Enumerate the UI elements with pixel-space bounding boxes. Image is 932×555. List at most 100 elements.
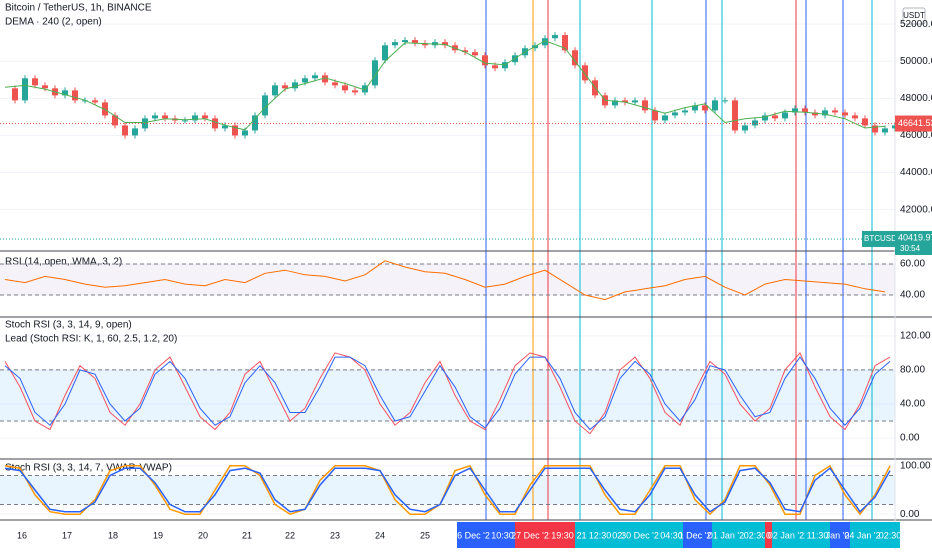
time-label: 11:30 — [807, 530, 829, 540]
candle — [272, 85, 278, 96]
time-label: 02:30 — [879, 530, 902, 540]
time-label-box — [745, 522, 765, 548]
candle — [422, 43, 428, 46]
candle — [842, 112, 848, 116]
time-label: 02 Jan '22 — [768, 530, 809, 540]
candle — [132, 128, 138, 136]
candle — [752, 120, 758, 126]
candle — [812, 112, 818, 116]
y-tick-label: 44000.00 — [900, 167, 932, 178]
rsi-line — [4, 260, 886, 301]
time-label-box — [660, 522, 683, 548]
candle — [822, 110, 828, 116]
symbol-tag: BTCUSDT — [864, 234, 902, 243]
candle — [582, 65, 588, 81]
candle — [292, 82, 298, 89]
candle — [392, 42, 398, 46]
time-label: 22 — [285, 530, 295, 540]
time-label: 12:30 — [589, 530, 612, 540]
candle — [202, 115, 208, 119]
time-label-box — [712, 522, 745, 548]
candle — [662, 115, 668, 121]
time-label-box — [683, 522, 712, 548]
time-label-box — [612, 522, 625, 548]
last-price: 46641.53 — [898, 118, 932, 128]
candle — [152, 115, 158, 119]
candle — [242, 130, 248, 136]
y-tick-label: 60.00 — [900, 259, 925, 270]
time-label: 21 — [242, 530, 252, 540]
time-label: 25 — [420, 530, 430, 540]
candle — [712, 100, 718, 111]
candle — [622, 100, 628, 103]
candle — [12, 88, 18, 101]
time-label: 02:30 — [744, 530, 767, 540]
time-label-box — [550, 522, 575, 548]
candle — [762, 115, 768, 121]
candle — [252, 115, 258, 131]
time-label: 04:30 — [660, 530, 683, 540]
candle — [112, 115, 118, 126]
candle — [682, 110, 688, 113]
time-label-box — [588, 522, 612, 548]
candle — [222, 125, 228, 129]
time-label: 02: — [612, 530, 625, 540]
candle — [552, 35, 558, 39]
time-label: 01 Jan '22 — [708, 530, 749, 540]
time-label-box — [490, 522, 515, 548]
time-label-box — [575, 522, 588, 548]
currency-box[interactable] — [902, 7, 926, 25]
currency: USDT — [903, 11, 925, 20]
symbol-title: Bitcoin / TetherUS, 1h, BINANCE — [5, 3, 152, 14]
candle — [642, 100, 648, 111]
time-label: 19 — [153, 530, 163, 540]
candle — [442, 42, 448, 46]
candle — [482, 55, 488, 66]
candle — [322, 75, 328, 83]
candle — [732, 100, 738, 131]
candle — [722, 100, 728, 102]
time-label: 04 Jan '22 — [844, 530, 885, 540]
candle — [612, 100, 618, 106]
time-label: 17 — [62, 530, 72, 540]
candle — [772, 115, 778, 119]
y-tick-label: 52000.00 — [900, 19, 932, 30]
y-tick-label: 42000.00 — [900, 204, 932, 215]
candle — [572, 50, 578, 66]
y-tick-label: 46000.00 — [900, 130, 932, 141]
stoch-title: Stoch RSI (3, 3, 14, 9, open) — [5, 320, 132, 331]
y-tick-label: 100.00 — [900, 460, 931, 471]
candle — [802, 108, 808, 113]
time-label: 26 Dec '21 — [452, 530, 495, 540]
candle — [232, 125, 238, 136]
candle — [342, 85, 348, 91]
candle — [702, 105, 708, 111]
y-tick-label: 120.00 — [900, 331, 931, 342]
y-tick-label: 40.00 — [900, 290, 925, 301]
candle — [492, 65, 498, 69]
y-tick-label: 50000.00 — [900, 56, 932, 67]
time-label: 20 — [198, 530, 208, 540]
candle — [302, 78, 308, 83]
time-label-box — [830, 522, 850, 548]
time-label-box — [625, 522, 660, 548]
time-label: 0 — [766, 530, 771, 540]
candle — [122, 125, 128, 136]
time-label: 18 — [108, 530, 118, 540]
symbol-price-box — [895, 230, 932, 255]
candle — [282, 85, 288, 89]
candle — [872, 125, 878, 133]
candle — [412, 40, 418, 44]
candle — [332, 82, 338, 86]
time-label-box — [515, 522, 550, 548]
candle — [402, 40, 408, 43]
candle — [102, 102, 108, 116]
indicator-title: DEMA · 240 (2, open) — [5, 17, 102, 28]
candle — [632, 100, 638, 103]
time-label: 23 — [330, 530, 340, 540]
dema-line — [4, 40, 886, 131]
candle — [362, 85, 368, 93]
time-label-box — [765, 522, 772, 548]
candle — [382, 45, 388, 61]
